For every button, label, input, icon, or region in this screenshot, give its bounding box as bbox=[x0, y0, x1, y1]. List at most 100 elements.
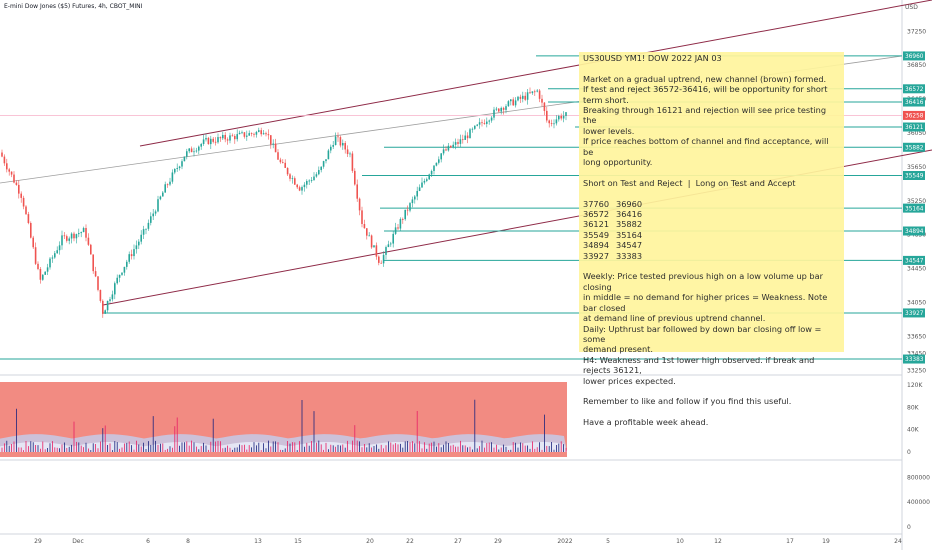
price-tick-label: 33650 bbox=[907, 333, 926, 340]
candle-body bbox=[138, 241, 140, 246]
candle-body bbox=[562, 115, 565, 119]
time-tick-label: 29 bbox=[494, 538, 502, 545]
candle-body bbox=[207, 137, 210, 145]
candle-body bbox=[85, 227, 87, 238]
level-badge bbox=[903, 142, 925, 152]
candle-body bbox=[330, 146, 332, 151]
level-pair-row: 34894 34547 bbox=[583, 240, 840, 250]
price-tick-label: 33250 bbox=[907, 367, 926, 374]
candle-body bbox=[404, 209, 406, 220]
candle-body bbox=[286, 167, 289, 175]
price-tick-label: 34050 bbox=[907, 300, 926, 307]
candle-body bbox=[558, 116, 560, 120]
candle-body bbox=[370, 235, 373, 248]
candle-body bbox=[46, 267, 49, 272]
candle-body bbox=[423, 180, 426, 183]
candle-body bbox=[334, 136, 337, 146]
currency-label: USD bbox=[905, 4, 918, 11]
candle-body bbox=[246, 135, 248, 137]
candle-body bbox=[433, 165, 435, 171]
volume-tick-label: 80K bbox=[907, 404, 920, 411]
candle-body bbox=[430, 170, 433, 175]
candle-body bbox=[34, 247, 37, 264]
candle-body bbox=[310, 180, 313, 181]
level-label: 36258 bbox=[905, 114, 924, 120]
candle-body bbox=[202, 139, 205, 144]
level-badge bbox=[903, 255, 925, 265]
level-value: 33927 bbox=[583, 250, 610, 261]
candle-body bbox=[313, 176, 315, 181]
candle-body bbox=[130, 254, 133, 257]
candle-body bbox=[126, 261, 128, 267]
candle-body bbox=[123, 266, 126, 273]
level-label: 33383 bbox=[905, 357, 924, 363]
candle-body bbox=[358, 198, 361, 211]
candle-body bbox=[128, 254, 130, 262]
candle-body bbox=[382, 254, 385, 264]
candle-body bbox=[502, 107, 505, 110]
candle-body bbox=[147, 222, 150, 229]
candle-body bbox=[30, 223, 32, 238]
level-label: 36416 bbox=[905, 100, 924, 106]
candle-body bbox=[426, 179, 428, 181]
candle-body bbox=[282, 162, 284, 164]
note-line: Breaking through 16121 and rejection wil… bbox=[583, 105, 829, 126]
candle-body bbox=[152, 213, 154, 217]
level-label: 35549 bbox=[905, 174, 924, 180]
candle-body bbox=[440, 153, 442, 160]
note-line: in middle = no demand for higher prices … bbox=[583, 292, 830, 313]
time-tick-label: 13 bbox=[254, 538, 262, 545]
candle-body bbox=[13, 174, 15, 183]
candle-body bbox=[409, 203, 411, 211]
price-tick-label: 33450 bbox=[907, 350, 926, 357]
time-tick-label: 19 bbox=[822, 538, 830, 545]
candle-body bbox=[519, 96, 522, 99]
candle-body bbox=[174, 168, 176, 173]
level-badge bbox=[903, 170, 925, 180]
candle-body bbox=[114, 283, 116, 295]
candle-body bbox=[411, 199, 414, 204]
candle-body bbox=[344, 142, 346, 150]
candle-body bbox=[308, 180, 310, 182]
candle-body bbox=[543, 102, 546, 111]
level-label: 35882 bbox=[905, 145, 924, 151]
candle-body bbox=[454, 142, 457, 145]
candle-body bbox=[498, 108, 500, 112]
candle-body bbox=[270, 135, 272, 145]
candle-body bbox=[140, 234, 142, 242]
note-line: at demand line of previous uptrend chann… bbox=[583, 313, 766, 324]
time-tick-label: 2022 bbox=[557, 538, 572, 545]
candle-body bbox=[450, 145, 452, 148]
candle-body bbox=[99, 289, 102, 301]
time-tick-label: 10 bbox=[676, 538, 684, 545]
level-label: 34547 bbox=[905, 259, 924, 265]
candle-body bbox=[265, 133, 267, 135]
candle-body bbox=[195, 150, 198, 152]
level-badge bbox=[903, 97, 925, 107]
candle-body bbox=[394, 227, 397, 234]
analysis-note[interactable]: US30USD YM1! DOW 2022 JAN 03 Market on a… bbox=[579, 52, 844, 427]
candle-body bbox=[524, 95, 526, 100]
candle-body bbox=[66, 236, 68, 241]
candle-body bbox=[457, 142, 459, 144]
candle-body bbox=[488, 120, 490, 122]
candle-body bbox=[135, 245, 138, 250]
time-tick-label: 24 bbox=[894, 538, 902, 545]
candle-body bbox=[145, 228, 147, 230]
candle-body bbox=[298, 187, 301, 191]
candle-body bbox=[87, 237, 90, 245]
candle-body bbox=[18, 184, 20, 194]
time-tick-label: 12 bbox=[714, 538, 722, 545]
candle-body bbox=[154, 211, 157, 214]
level-value: 35549 bbox=[583, 229, 610, 240]
level-value: 35882 bbox=[616, 219, 643, 230]
time-tick-label: 20 bbox=[366, 538, 374, 545]
candle-body bbox=[442, 149, 445, 154]
candle-body bbox=[205, 137, 207, 140]
time-tick-label: 8 bbox=[186, 538, 190, 545]
candle-body bbox=[346, 149, 349, 155]
note-line: If test and reject 36572-36416, will be … bbox=[583, 84, 831, 105]
level-label: 35164 bbox=[905, 206, 924, 212]
